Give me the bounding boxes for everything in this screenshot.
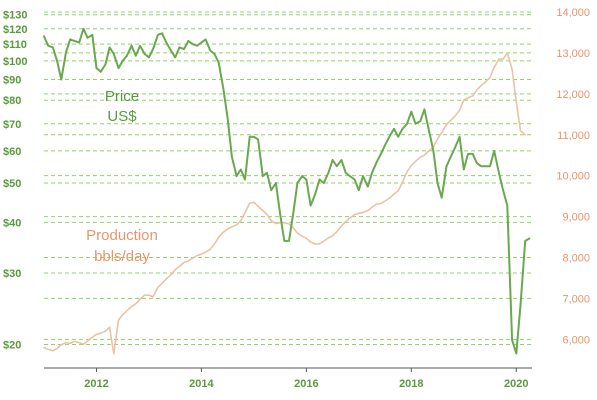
left-tick-label: $60	[3, 146, 21, 158]
right-axis-tick-labels: 6,000 7,000 8,000 9,000 10,000 11,000 12,000 13…	[556, 7, 590, 346]
right-tick-label: 6,000	[562, 334, 590, 346]
x-tick-label: 2014	[189, 378, 214, 390]
right-tick-label: 10,000	[556, 171, 590, 183]
left-tick-label: $120	[3, 24, 27, 36]
x-tick-label: 2020	[504, 378, 528, 390]
left-tick-label: $100	[3, 56, 27, 68]
right-tick-label: 12,000	[556, 89, 590, 101]
production-annotation-line2: bbls/day	[94, 248, 150, 265]
right-tick-label: 14,000	[556, 7, 590, 19]
left-axis-tick-labels: $20 $30 $40 $50 $60 $70 $80 $90 $100 $110 $120 $130	[3, 10, 27, 352]
gridlines	[44, 11, 532, 345]
left-tick-label: $90	[3, 74, 21, 86]
price-annotation-line1: Price	[105, 88, 139, 105]
x-tick-label: 2018	[399, 378, 423, 390]
left-tick-label: $130	[3, 10, 27, 22]
right-tick-label: 11,000	[557, 130, 590, 142]
left-tick-label: $80	[3, 95, 21, 107]
x-axis-tick-labels: 2012 2014 2016 2018 2020	[84, 368, 529, 390]
left-tick-label: $70	[3, 119, 21, 131]
production-series-line	[43, 52, 526, 355]
right-tick-label: 7,000	[562, 293, 590, 305]
right-tick-label: 13,000	[556, 48, 590, 60]
series-lines	[43, 27, 531, 355]
left-tick-label: $110	[3, 39, 27, 51]
left-tick-label: $50	[3, 178, 21, 190]
production-annotation-line1: Production	[86, 227, 158, 244]
price-annotation-line2: US$	[107, 108, 137, 125]
x-tick-label: 2016	[294, 378, 318, 390]
right-tick-label: 8,000	[562, 253, 590, 265]
left-tick-label: $30	[3, 268, 21, 280]
left-tick-label: $20	[3, 339, 21, 351]
right-tick-label: 9,000	[562, 212, 590, 224]
price-series-line	[43, 27, 531, 355]
x-tick-label: 2012	[84, 378, 108, 390]
left-tick-label: $40	[3, 217, 21, 229]
